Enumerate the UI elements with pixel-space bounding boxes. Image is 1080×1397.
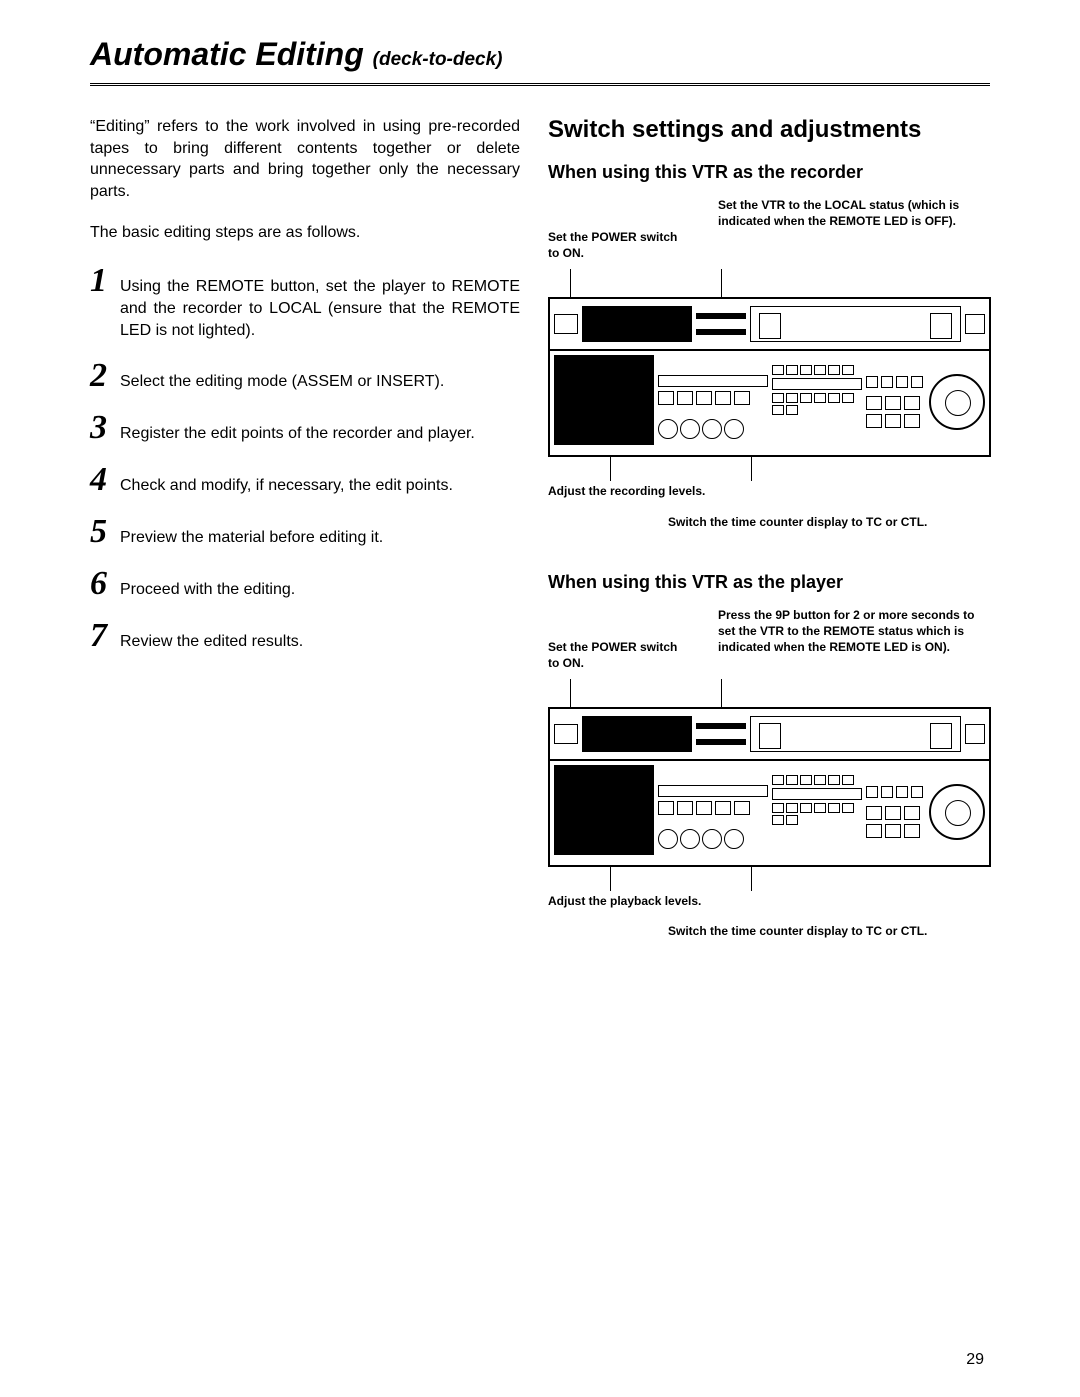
- right-column: Switch settings and adjustments When usi…: [548, 116, 991, 982]
- left-column: “Editing” refers to the work involved in…: [90, 116, 520, 982]
- callouts-below-deck: Adjust the playback levels. Switch the t…: [548, 893, 991, 939]
- page-title: Automatic Editing (deck-to-deck): [90, 36, 990, 73]
- recorder-section: When using this VTR as the recorder Set …: [548, 162, 991, 530]
- step-text: Review the edited results.: [120, 619, 303, 653]
- callouts-above-deck: Set the POWER switch to ON. Set the VTR …: [548, 197, 991, 261]
- step-text: Preview the material before editing it.: [120, 515, 383, 549]
- mid-panel: [772, 765, 862, 859]
- callout-tc: Switch the time counter display to TC or…: [668, 514, 991, 530]
- intro-paragraph-2: The basic editing steps are as follows.: [90, 224, 520, 242]
- step-item: 3 Register the edit points of the record…: [90, 411, 520, 445]
- page-number: 29: [966, 1351, 984, 1369]
- power-switch-icon: [554, 314, 578, 334]
- step-text: Register the edit points of the recorder…: [120, 411, 475, 445]
- title-sub: (deck-to-deck): [373, 49, 503, 70]
- step-number: 3: [90, 411, 120, 445]
- callouts-below-deck: Adjust the recording levels. Switch the …: [548, 483, 991, 529]
- callout-power: Set the POWER switch to ON.: [548, 607, 678, 671]
- monitor-icon: [554, 765, 654, 855]
- eject-button-icon: [965, 724, 985, 744]
- transport-panel: [866, 355, 985, 449]
- step-text: Check and modify, if necessary, the edit…: [120, 463, 453, 497]
- step-item: 6 Proceed with the editing.: [90, 567, 520, 601]
- level-knobs-icon: [658, 419, 768, 439]
- slot-icon: [696, 308, 746, 340]
- vtr-deck-diagram: [548, 707, 991, 867]
- monitor-icon: [554, 355, 654, 445]
- step-number: 6: [90, 567, 120, 601]
- cassette-slot-icon: [750, 306, 961, 342]
- mid-panel: [772, 355, 862, 449]
- leader-lines: [548, 269, 991, 297]
- cassette-slot-icon: [750, 716, 961, 752]
- step-text: Select the editing mode (ASSEM or INSERT…: [120, 359, 444, 393]
- callout-levels: Adjust the playback levels.: [548, 893, 991, 909]
- callout-tc: Switch the time counter display to TC or…: [668, 923, 991, 939]
- control-panel: [658, 765, 768, 859]
- step-text: Proceed with the editing.: [120, 567, 295, 601]
- power-switch-icon: [554, 724, 578, 744]
- display-panel: [582, 306, 692, 342]
- step-text: Using the REMOTE button, set the player …: [120, 264, 520, 341]
- subsection-heading: When using this VTR as the recorder: [548, 162, 991, 183]
- leader-lines-below: [548, 867, 991, 891]
- callout-remote: Press the 9P button for 2 or more second…: [718, 607, 991, 656]
- step-number: 7: [90, 619, 120, 653]
- step-number: 5: [90, 515, 120, 549]
- section-heading: Switch settings and adjustments: [548, 116, 991, 144]
- step-item: 1 Using the REMOTE button, set the playe…: [90, 264, 520, 341]
- step-item: 7 Review the edited results.: [90, 619, 520, 653]
- slot-icon: [696, 718, 746, 750]
- callout-local: Set the VTR to the LOCAL status (which i…: [718, 197, 991, 229]
- subsection-heading: When using this VTR as the player: [548, 572, 991, 593]
- step-item: 4 Check and modify, if necessary, the ed…: [90, 463, 520, 497]
- horizontal-rule: [90, 83, 990, 86]
- vtr-deck-diagram: [548, 297, 991, 457]
- display-panel: [582, 716, 692, 752]
- step-number: 1: [90, 264, 120, 298]
- callout-levels: Adjust the recording levels.: [548, 483, 991, 499]
- jog-dial-icon: [929, 374, 985, 430]
- jog-dial-icon: [929, 784, 985, 840]
- level-knobs-icon: [658, 829, 768, 849]
- step-item: 2 Select the editing mode (ASSEM or INSE…: [90, 359, 520, 393]
- callouts-above-deck: Set the POWER switch to ON. Press the 9P…: [548, 607, 991, 671]
- player-section: When using this VTR as the player Set th…: [548, 572, 991, 940]
- step-item: 5 Preview the material before editing it…: [90, 515, 520, 549]
- callout-power: Set the POWER switch to ON.: [548, 197, 678, 261]
- eject-button-icon: [965, 314, 985, 334]
- leader-lines: [548, 679, 991, 707]
- transport-panel: [866, 765, 985, 859]
- control-panel: [658, 355, 768, 449]
- title-main: Automatic Editing: [90, 36, 364, 72]
- intro-paragraph: “Editing” refers to the work involved in…: [90, 116, 520, 202]
- leader-lines-below: [548, 457, 991, 481]
- step-number: 4: [90, 463, 120, 497]
- step-number: 2: [90, 359, 120, 393]
